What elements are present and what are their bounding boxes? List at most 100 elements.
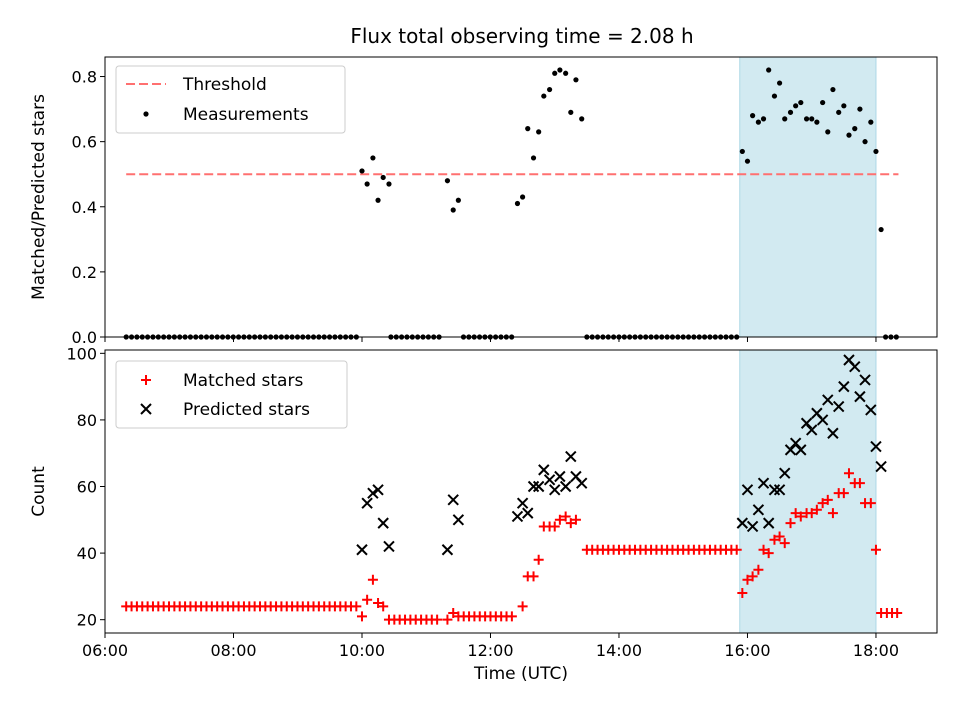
predicted-star-point <box>452 514 465 526</box>
matched-star-point <box>822 494 833 505</box>
predicted-star-point <box>361 497 373 509</box>
predicted-star-point <box>779 467 791 479</box>
matched-star-point <box>811 504 822 515</box>
predicted-star-point <box>538 464 550 476</box>
measurement-point <box>744 158 751 164</box>
matched-star-point <box>367 574 378 585</box>
legend-frame <box>115 360 348 429</box>
measurement-point <box>359 168 365 174</box>
matched-star-point <box>892 608 903 619</box>
predicted-star-point <box>576 477 588 489</box>
predicted-star-point <box>757 477 770 489</box>
matched-star-point <box>806 508 817 519</box>
legend-matched-swatch <box>141 375 151 385</box>
legend-matched-label: Matched stars <box>183 371 303 391</box>
measurement-point <box>444 178 451 184</box>
measurement-point <box>557 67 563 73</box>
measurement-point <box>760 116 767 122</box>
predicted-star-point <box>773 484 786 496</box>
predicted-star-point <box>532 480 545 493</box>
matched-star-point <box>565 518 576 529</box>
matched-star-point <box>795 511 806 522</box>
matched-star-point <box>554 514 565 525</box>
matched-star-point <box>448 608 459 619</box>
predicted-star-point <box>795 444 807 456</box>
measurement-point <box>536 129 542 135</box>
measurement-point <box>873 148 879 155</box>
legend-measurements-label: Measurements <box>183 105 309 125</box>
predicted-star-point <box>849 360 861 373</box>
measurement-point <box>364 181 370 187</box>
predicted-star-point <box>784 444 797 456</box>
measurement-point <box>814 119 820 125</box>
measurement-point <box>846 132 852 138</box>
predicted-star-point <box>372 484 384 496</box>
y-tick-label: 80 <box>77 411 97 430</box>
predicted-star-point <box>838 380 850 393</box>
predicted-star-point <box>522 507 534 519</box>
matched-star-point <box>779 538 790 549</box>
measurement-point <box>455 197 461 203</box>
x-tick-label: 14:00 <box>596 641 642 660</box>
matched-star-point <box>753 564 764 575</box>
matched-star-point <box>737 588 748 599</box>
predicted-star-point <box>377 517 389 529</box>
matched-star-point <box>549 521 560 532</box>
matched-star-point <box>769 534 780 545</box>
measurement-point <box>809 116 815 122</box>
predicted-star-point <box>762 517 775 529</box>
y-tick-label: 0.8 <box>72 68 97 87</box>
predicted-star-point <box>511 510 524 523</box>
measurement-point <box>750 113 756 119</box>
matched-star-point <box>517 601 528 612</box>
measurement-point <box>386 181 392 187</box>
measurement-point <box>841 103 847 109</box>
measurement-point <box>766 67 772 73</box>
predicted-star-point <box>752 504 765 516</box>
x-tick-label: 16:00 <box>724 641 770 660</box>
predicted-star-point <box>746 520 759 533</box>
matched-star-point <box>785 518 796 529</box>
matched-star-point <box>854 478 865 489</box>
top-legend: Threshold Measurements <box>115 65 346 134</box>
measurement-point <box>862 139 868 145</box>
predicted-star-point <box>832 400 845 413</box>
matched-star-point <box>533 554 544 565</box>
matched-star-point <box>570 514 581 525</box>
predicted-star-point <box>741 484 754 496</box>
x-tick-label: 12:00 <box>467 641 513 660</box>
matched-star-point <box>506 611 517 622</box>
highlight-span <box>739 350 876 633</box>
matched-star-point <box>817 498 828 509</box>
legend-predicted-swatch <box>140 403 152 415</box>
matched-star-point <box>838 488 849 499</box>
predicted-star-point <box>789 437 802 449</box>
measurement-point <box>375 197 381 203</box>
measurement-point <box>825 129 831 135</box>
measurement-point <box>803 116 810 122</box>
predicted-star-point <box>865 404 877 416</box>
measurement-point <box>568 109 574 115</box>
matched-star-point <box>373 598 384 609</box>
predicted-star-point <box>875 460 887 473</box>
measurement-point <box>787 109 794 115</box>
predicted-star-point <box>559 480 572 493</box>
measurement-point <box>868 119 874 125</box>
x-axis-label: Time (UTC) <box>473 664 568 684</box>
matched-star-point <box>528 571 539 582</box>
measurement-point <box>755 119 761 125</box>
measurement-point <box>514 200 521 207</box>
y-axis-label: Matched/Predicted stars <box>29 94 49 300</box>
predicted-star-point <box>383 540 395 553</box>
matched-star-point <box>865 498 876 509</box>
bottom-panel: 20 40 60 80 100 06:00 08:00 10:00 12:00 14:00 16:0… <box>29 344 938 684</box>
matched-star-point <box>378 601 389 612</box>
x-tick-label: 08:00 <box>210 641 256 660</box>
predicted-star-point <box>800 417 813 429</box>
matched-star-point <box>731 544 742 555</box>
matched-star-point <box>843 468 854 479</box>
legend-threshold-label: Threshold <box>182 75 267 95</box>
measurement-point <box>450 207 456 213</box>
y-tick-label: 0.6 <box>72 133 97 152</box>
